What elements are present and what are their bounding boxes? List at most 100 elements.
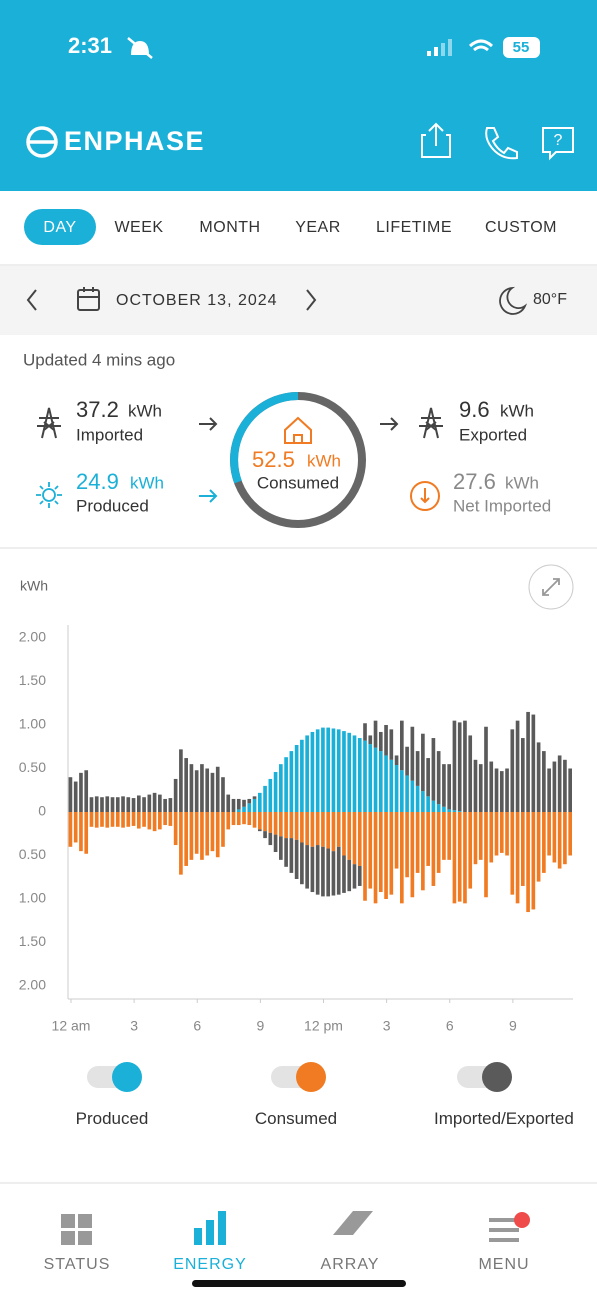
bar xyxy=(457,722,462,812)
moon-icon xyxy=(499,286,528,315)
bell-muted xyxy=(127,37,153,59)
svg-text:?: ? xyxy=(554,132,563,149)
bar xyxy=(179,812,183,875)
array-icon[interactable] xyxy=(333,1211,373,1235)
bar xyxy=(363,812,367,901)
share-icon[interactable] xyxy=(421,122,451,158)
bar xyxy=(515,720,520,812)
bar xyxy=(310,731,315,812)
bar xyxy=(410,726,415,781)
bar xyxy=(73,812,78,843)
bar xyxy=(205,768,210,812)
bar xyxy=(105,812,110,828)
tab[interactable]: CUSTOM xyxy=(485,219,557,236)
bar xyxy=(410,812,415,898)
tab[interactable]: DAY xyxy=(43,219,76,236)
bar xyxy=(568,812,572,856)
help-icon[interactable]: ? xyxy=(542,127,574,161)
exported-label: Exported xyxy=(459,425,527,444)
prev-day[interactable] xyxy=(26,289,37,311)
bar xyxy=(121,812,125,828)
bar xyxy=(221,777,225,812)
home-indicator xyxy=(192,1280,406,1287)
bar xyxy=(289,751,294,812)
bar xyxy=(489,812,494,863)
nav-label[interactable]: MENU xyxy=(478,1256,529,1273)
bar xyxy=(115,797,120,812)
bar xyxy=(184,758,188,812)
bar xyxy=(542,812,546,873)
bar xyxy=(452,812,457,904)
bar xyxy=(236,809,241,812)
bar xyxy=(152,792,157,812)
house-icon xyxy=(284,416,312,444)
bar xyxy=(126,812,131,827)
bar xyxy=(510,812,515,895)
bar xyxy=(242,799,246,807)
bar xyxy=(499,771,504,812)
bar xyxy=(400,720,404,771)
bar xyxy=(300,842,304,885)
bar xyxy=(242,806,246,812)
bar xyxy=(526,812,530,913)
status-icon[interactable] xyxy=(61,1214,92,1245)
energy-icon[interactable] xyxy=(194,1211,226,1245)
bar xyxy=(268,778,273,812)
y-axis-label: kWh xyxy=(20,578,48,594)
menu-icon[interactable] xyxy=(489,1212,530,1242)
bar xyxy=(410,780,415,812)
bar xyxy=(142,812,146,827)
imported-label: Imported xyxy=(76,425,143,444)
nav-label[interactable]: ARRAY xyxy=(321,1256,380,1273)
bar xyxy=(378,751,383,812)
bar xyxy=(463,720,467,812)
bar xyxy=(300,812,304,843)
tab[interactable]: WEEK xyxy=(114,219,163,236)
bar xyxy=(421,791,425,812)
bar xyxy=(531,714,536,812)
x-tick-label: 6 xyxy=(446,1018,454,1034)
nav-label[interactable]: ENERGY xyxy=(173,1256,247,1273)
bar xyxy=(326,812,331,849)
bar xyxy=(531,812,536,910)
bar xyxy=(321,812,325,847)
tab[interactable]: LIFETIME xyxy=(376,219,452,236)
bar xyxy=(273,834,278,853)
phone-icon[interactable] xyxy=(485,127,518,160)
next-day[interactable] xyxy=(306,289,317,311)
clock: 2:31 xyxy=(68,33,112,58)
bar xyxy=(147,812,152,830)
bar xyxy=(79,772,83,812)
legend-switch-knob[interactable] xyxy=(112,1062,142,1092)
bar xyxy=(342,812,346,856)
bar xyxy=(394,765,399,812)
y-tick-label: 1.50 xyxy=(19,672,46,688)
bar xyxy=(152,812,157,832)
bar xyxy=(326,727,331,812)
bar xyxy=(400,812,404,904)
tab[interactable]: MONTH xyxy=(199,219,260,236)
logo xyxy=(26,126,58,158)
produced-unit: kWh xyxy=(130,473,164,492)
arrow xyxy=(380,417,399,431)
bar xyxy=(499,812,504,853)
expand-button[interactable] xyxy=(528,564,574,610)
bar xyxy=(268,812,273,833)
tab[interactable]: YEAR xyxy=(295,219,341,236)
bar xyxy=(200,812,204,860)
bar xyxy=(357,865,362,886)
bar xyxy=(131,812,136,826)
legend-switch-knob[interactable] xyxy=(482,1062,512,1092)
y-tick-label: 2.00 xyxy=(19,977,46,993)
bar xyxy=(520,738,525,812)
bar xyxy=(284,838,288,867)
calendar-icon[interactable] xyxy=(77,287,100,311)
legend-switch-knob[interactable] xyxy=(296,1062,326,1092)
bar xyxy=(231,812,236,826)
bar xyxy=(468,812,473,889)
bar xyxy=(310,846,315,893)
weather: 80°F xyxy=(533,291,567,308)
y-tick-label: 2.00 xyxy=(19,629,46,645)
nav-label[interactable]: STATUS xyxy=(44,1256,111,1273)
